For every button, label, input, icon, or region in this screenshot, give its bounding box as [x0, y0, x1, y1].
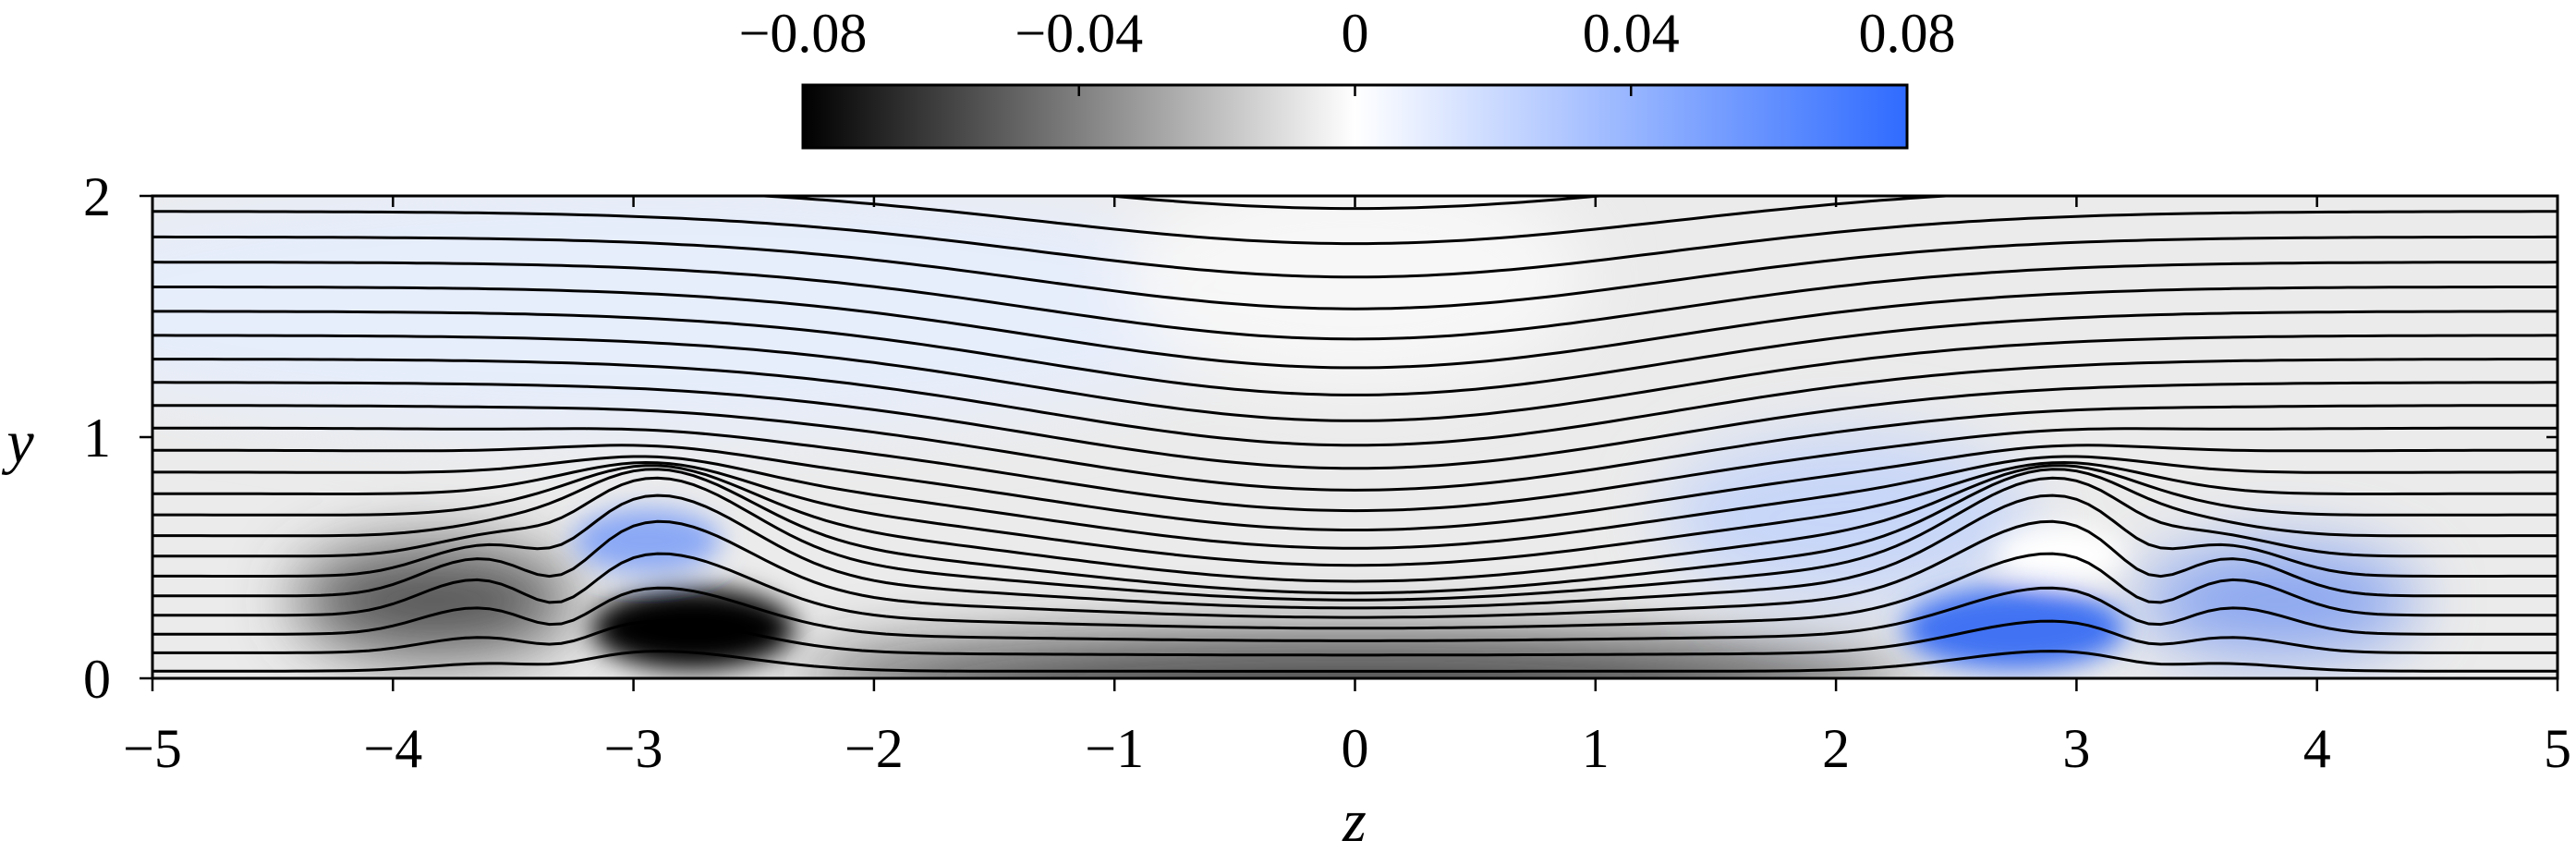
colorbar-tick-label: −0.08	[739, 3, 868, 64]
x-tick-label: −1	[1085, 718, 1144, 779]
streamline	[152, 235, 2558, 311]
y-tick-label: 1	[83, 408, 111, 469]
y-tick-label: 2	[83, 166, 111, 227]
streamline	[152, 334, 2558, 422]
colorbar-tick-label: −0.04	[1015, 3, 1143, 64]
colorbar-tick-label: 0	[1342, 3, 1369, 64]
streamline	[152, 310, 2558, 396]
streamline	[152, 552, 2558, 630]
streamline	[152, 619, 2558, 657]
streamline	[152, 519, 2558, 619]
y-tick-label: 0	[83, 649, 111, 710]
x-tick-label: −4	[363, 718, 422, 779]
x-tick-label: 1	[1582, 718, 1610, 779]
streamline	[152, 586, 2558, 642]
colorbar-tick-label: 0.08	[1859, 3, 1956, 64]
x-tick-label: 5	[2544, 718, 2571, 779]
streamline	[152, 210, 2558, 279]
x-tick-label: 2	[1822, 718, 1850, 779]
streamline	[152, 468, 2558, 595]
streamline	[152, 381, 2558, 470]
streamline	[152, 460, 2558, 567]
colorbar-tick-label: 0.04	[1583, 3, 1680, 64]
streamline	[152, 476, 2558, 602]
x-tick-label: −2	[844, 718, 904, 779]
streamline	[152, 493, 2558, 610]
y-axis-label: y	[1, 408, 34, 476]
streamline	[152, 464, 2558, 583]
x-tick-label: −3	[604, 718, 663, 779]
streamline	[152, 650, 2558, 673]
streamlines	[152, 196, 2558, 673]
streamline	[152, 286, 2558, 370]
streamline	[152, 404, 2558, 492]
streamline	[152, 261, 2558, 341]
streamline	[739, 196, 1971, 246]
x-tick-label: 3	[2062, 718, 2090, 779]
streamline	[152, 455, 2558, 550]
streamline	[152, 444, 2558, 531]
x-axis-label: z	[1342, 787, 1367, 855]
x-tick-label: 0	[1342, 718, 1369, 779]
x-tick-label: −5	[123, 718, 182, 779]
field	[152, 196, 2558, 678]
streamline	[152, 358, 2558, 447]
streamline	[152, 426, 2558, 513]
streamline	[1094, 196, 1616, 211]
x-tick-label: 4	[2303, 718, 2331, 779]
